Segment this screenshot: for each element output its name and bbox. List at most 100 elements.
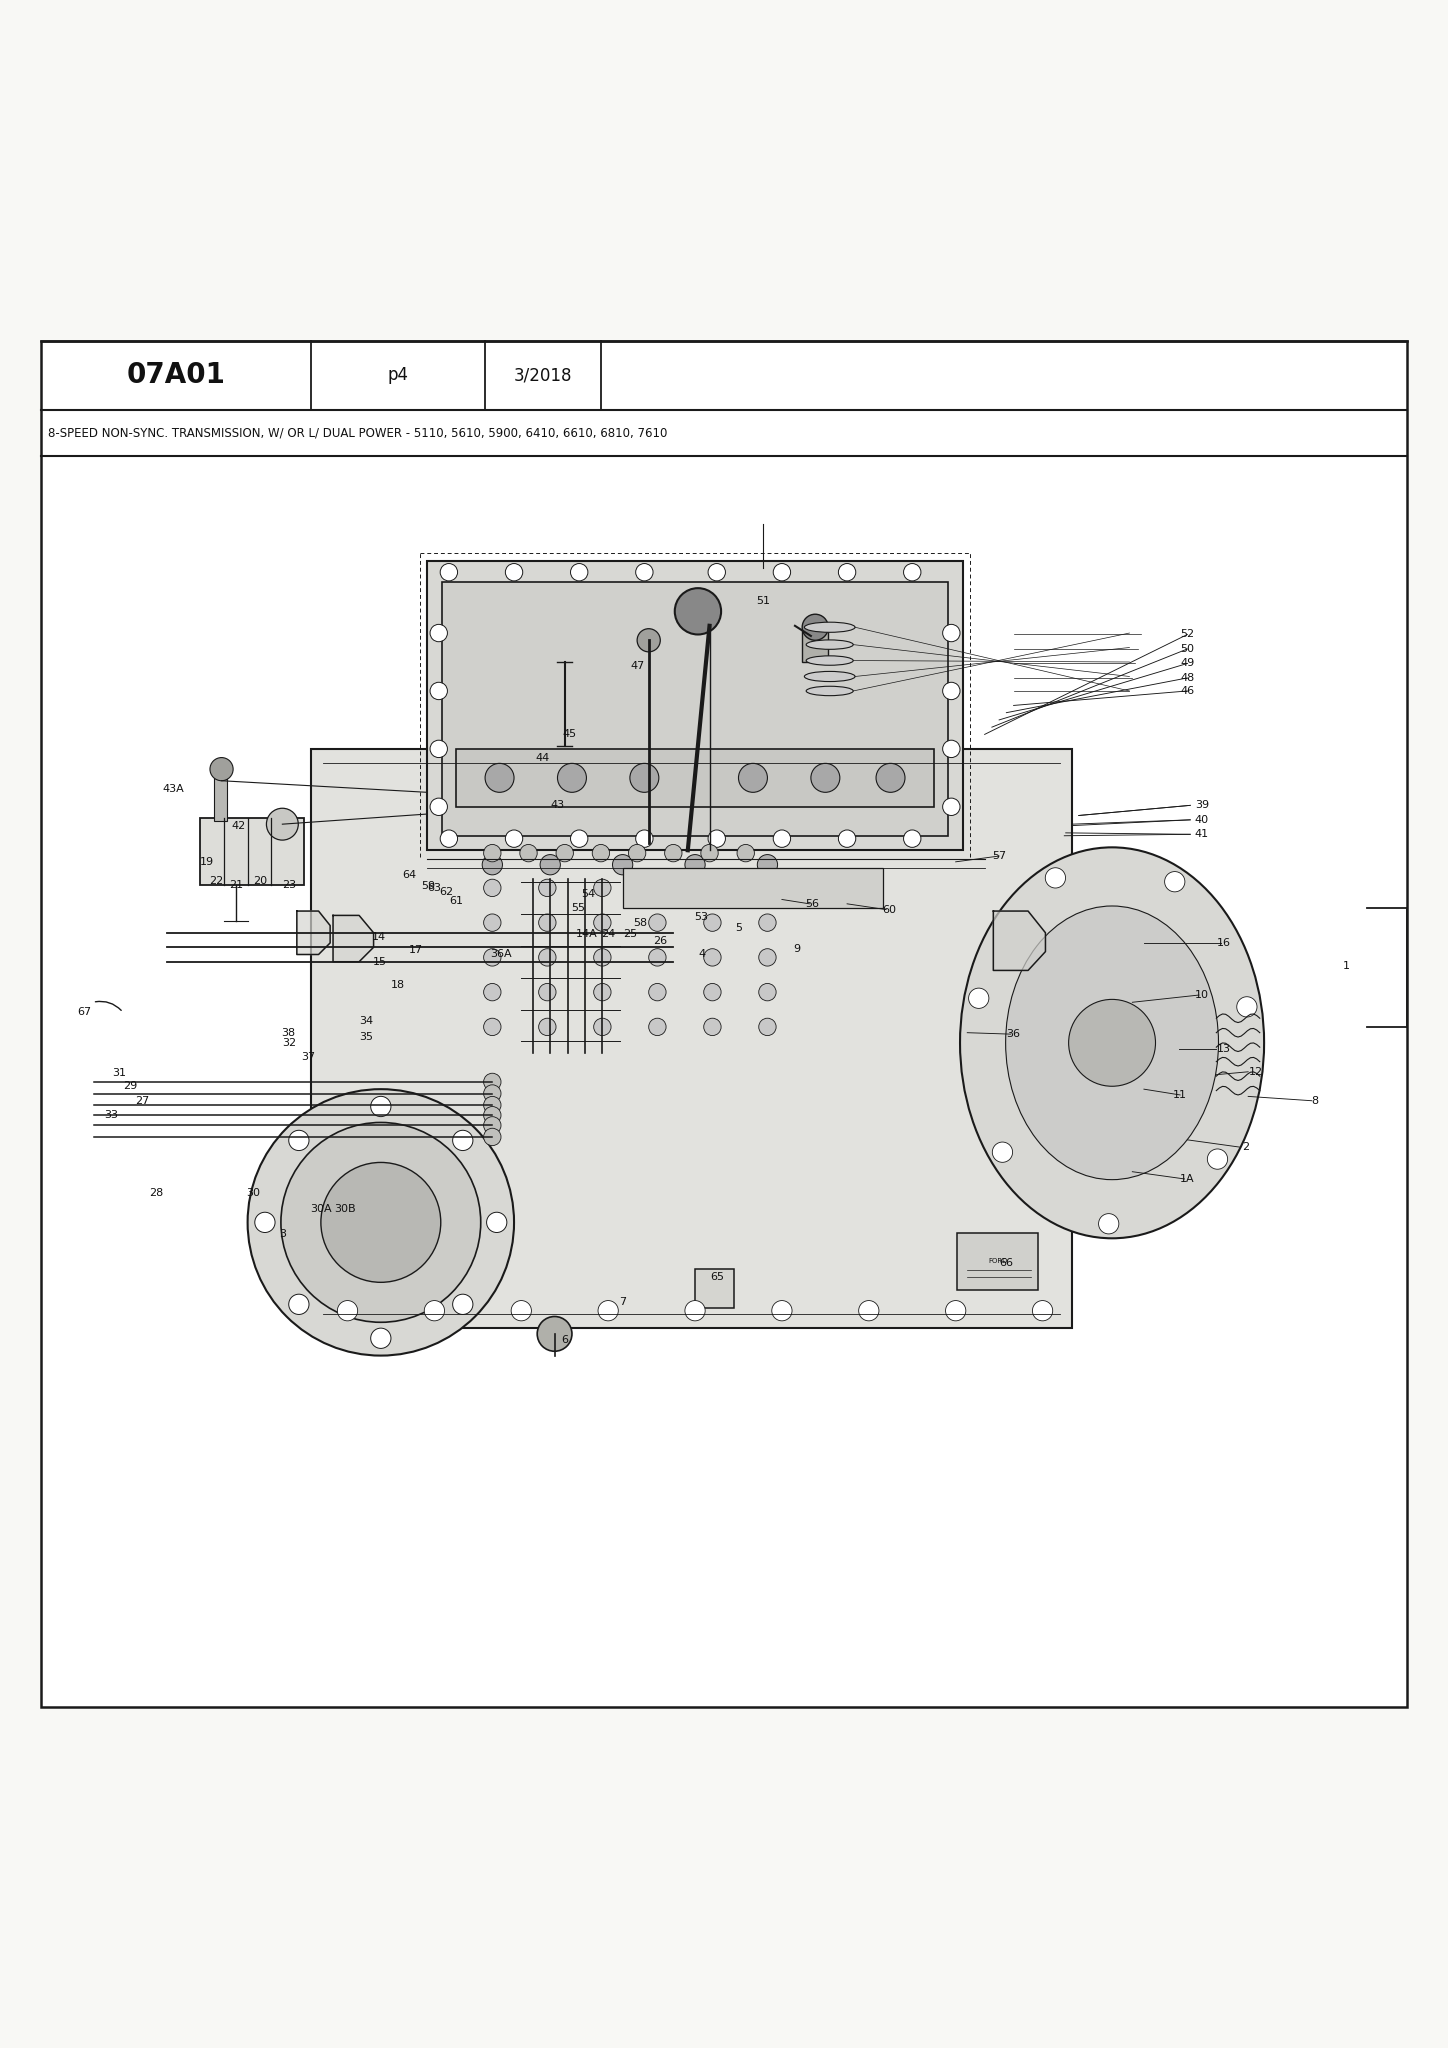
Circle shape: [210, 758, 233, 780]
Circle shape: [539, 983, 556, 1001]
Polygon shape: [333, 915, 374, 963]
Text: 55: 55: [571, 903, 585, 913]
Text: 58: 58: [633, 918, 647, 928]
Text: 24: 24: [601, 930, 615, 940]
Circle shape: [482, 854, 502, 874]
Circle shape: [759, 1018, 776, 1036]
Text: 51: 51: [756, 596, 770, 606]
Circle shape: [594, 983, 611, 1001]
Text: 22: 22: [209, 877, 223, 885]
Circle shape: [484, 1018, 501, 1036]
Circle shape: [759, 948, 776, 967]
Circle shape: [838, 563, 856, 582]
Circle shape: [636, 563, 653, 582]
Circle shape: [556, 844, 573, 862]
Circle shape: [772, 1300, 792, 1321]
Text: 27: 27: [135, 1096, 149, 1106]
Circle shape: [248, 1090, 514, 1356]
Polygon shape: [297, 911, 330, 954]
Circle shape: [371, 1096, 391, 1116]
Text: 42: 42: [232, 821, 246, 831]
Circle shape: [1069, 999, 1156, 1085]
Circle shape: [484, 983, 501, 1001]
Text: 49: 49: [1180, 659, 1195, 668]
Text: 45: 45: [562, 729, 576, 739]
Circle shape: [255, 1212, 275, 1233]
Circle shape: [520, 844, 537, 862]
FancyBboxPatch shape: [311, 750, 1072, 1327]
Circle shape: [484, 1085, 501, 1102]
Text: 16: 16: [1216, 938, 1231, 948]
Circle shape: [288, 1130, 308, 1151]
Circle shape: [484, 879, 501, 897]
Text: 9: 9: [794, 944, 799, 954]
Circle shape: [371, 1329, 391, 1348]
Text: 43A: 43A: [162, 784, 185, 795]
FancyBboxPatch shape: [802, 631, 828, 662]
Circle shape: [430, 625, 447, 641]
Circle shape: [540, 854, 560, 874]
Circle shape: [613, 854, 633, 874]
Circle shape: [511, 1300, 531, 1321]
Text: 07A01: 07A01: [126, 360, 226, 389]
Text: 3: 3: [279, 1229, 285, 1239]
Circle shape: [704, 913, 721, 932]
Circle shape: [904, 829, 921, 848]
FancyBboxPatch shape: [623, 868, 883, 907]
Text: 62: 62: [439, 887, 453, 897]
Text: FORD: FORD: [988, 1257, 1008, 1264]
Circle shape: [759, 879, 776, 897]
Text: 67: 67: [77, 1008, 91, 1018]
Text: 48: 48: [1180, 674, 1195, 682]
Text: 63: 63: [427, 883, 442, 893]
Text: 19: 19: [200, 856, 214, 866]
Circle shape: [943, 625, 960, 641]
Text: 64: 64: [403, 870, 417, 881]
Text: 26: 26: [653, 936, 668, 946]
Text: 59: 59: [421, 881, 436, 891]
Circle shape: [943, 682, 960, 700]
Circle shape: [598, 1300, 618, 1321]
Text: 4: 4: [699, 950, 705, 961]
Text: 7: 7: [620, 1296, 626, 1307]
Text: 44: 44: [536, 752, 550, 762]
Circle shape: [943, 799, 960, 815]
Text: 52: 52: [1180, 629, 1195, 639]
Circle shape: [557, 764, 586, 793]
Text: 8: 8: [1312, 1096, 1318, 1106]
Circle shape: [838, 829, 856, 848]
Circle shape: [704, 983, 721, 1001]
Circle shape: [594, 913, 611, 932]
FancyBboxPatch shape: [695, 1268, 734, 1309]
Circle shape: [430, 799, 447, 815]
Circle shape: [539, 913, 556, 932]
Text: 66: 66: [999, 1257, 1014, 1268]
Circle shape: [757, 854, 778, 874]
Circle shape: [430, 682, 447, 700]
Ellipse shape: [807, 686, 853, 696]
Text: 30B: 30B: [334, 1204, 355, 1214]
Circle shape: [904, 563, 921, 582]
Circle shape: [484, 1096, 501, 1114]
Text: 50: 50: [1180, 643, 1195, 653]
Circle shape: [266, 809, 298, 840]
Circle shape: [539, 948, 556, 967]
Circle shape: [1208, 1149, 1228, 1169]
Circle shape: [649, 948, 666, 967]
Circle shape: [430, 739, 447, 758]
Text: 15: 15: [372, 956, 387, 967]
Circle shape: [992, 1143, 1012, 1163]
Circle shape: [1237, 997, 1257, 1018]
Circle shape: [539, 879, 556, 897]
FancyBboxPatch shape: [200, 819, 304, 885]
Text: 34: 34: [359, 1016, 374, 1026]
Text: 36: 36: [1006, 1030, 1021, 1038]
Circle shape: [946, 1300, 966, 1321]
Text: 39: 39: [1195, 801, 1209, 811]
Ellipse shape: [960, 848, 1264, 1239]
Circle shape: [453, 1294, 473, 1315]
Circle shape: [969, 987, 989, 1008]
Circle shape: [630, 764, 659, 793]
Text: 17: 17: [408, 946, 423, 954]
Text: 18: 18: [391, 979, 405, 989]
